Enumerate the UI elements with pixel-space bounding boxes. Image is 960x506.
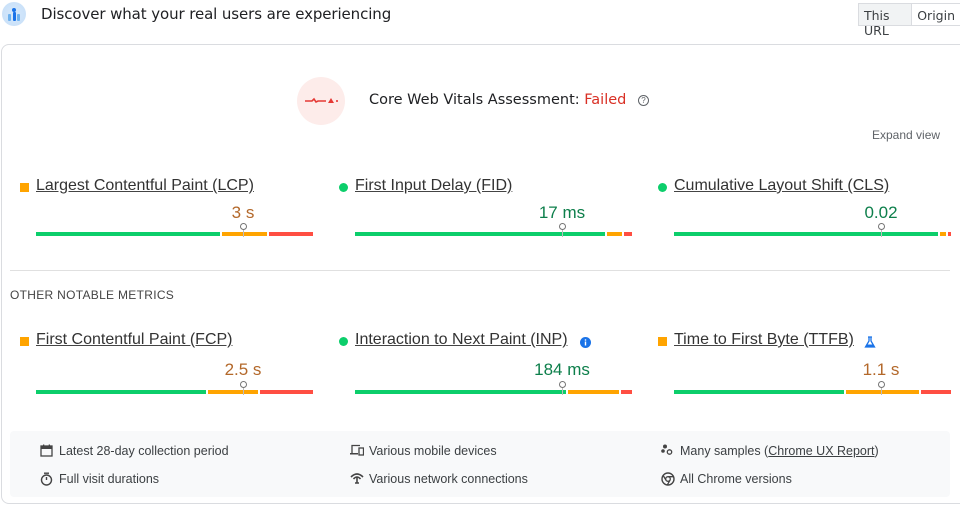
p75-marker-line bbox=[243, 387, 244, 395]
metric-value: 17 ms bbox=[538, 203, 586, 222]
assessment-status: Failed bbox=[584, 92, 627, 108]
samples-icon bbox=[661, 444, 675, 458]
good-circle-icon bbox=[658, 183, 667, 192]
failed-assessment-icon bbox=[297, 77, 345, 125]
other-metrics-heading: OTHER NOTABLE METRICS bbox=[10, 288, 175, 302]
devices-icon bbox=[350, 444, 365, 458]
crux-logo-icon bbox=[2, 2, 26, 26]
metric-lcp: Largest Contentful Paint (LCP) 3 s bbox=[20, 177, 313, 250]
segment-needs-improvement bbox=[207, 390, 259, 394]
p75-marker-line bbox=[243, 229, 244, 237]
collection-info: Latest 28-day collection period Full vis… bbox=[10, 431, 950, 497]
segment-good bbox=[674, 232, 938, 236]
metric-ttfb: Time to First Byte (TTFB) 1.1 s bbox=[658, 331, 951, 404]
distribution-bar bbox=[36, 223, 313, 237]
chrome-icon bbox=[661, 472, 675, 486]
tab-this-url[interactable]: This URL bbox=[859, 4, 913, 38]
p75-marker-icon bbox=[559, 223, 566, 230]
metric-value: 1.1 s bbox=[862, 360, 900, 379]
metric-name-link[interactable]: Time to First Byte (TTFB) bbox=[674, 331, 854, 348]
segment-good bbox=[355, 232, 606, 236]
needs-improvement-square-icon bbox=[658, 337, 667, 346]
metric-name-link[interactable]: Largest Contentful Paint (LCP) bbox=[36, 177, 254, 194]
segment-poor bbox=[920, 390, 951, 394]
needs-improvement-square-icon bbox=[20, 337, 29, 346]
network-icon bbox=[350, 472, 364, 486]
good-circle-icon bbox=[339, 337, 348, 346]
timer-icon bbox=[40, 472, 54, 486]
expand-view-link[interactable]: Expand view bbox=[872, 128, 941, 142]
metric-value: 184 ms bbox=[534, 360, 590, 379]
p75-marker-icon bbox=[878, 381, 885, 388]
segment-poor bbox=[268, 232, 313, 236]
segment-good bbox=[36, 232, 220, 236]
segment-needs-improvement bbox=[607, 232, 622, 236]
metric-name-link[interactable]: First Input Delay (FID) bbox=[355, 177, 513, 194]
metric-name-link[interactable]: Cumulative Layout Shift (CLS) bbox=[674, 177, 890, 194]
tab-origin[interactable]: Origin bbox=[917, 8, 955, 23]
metric-value: 3 s bbox=[231, 203, 255, 222]
segment-poor bbox=[948, 232, 951, 236]
segment-good bbox=[355, 390, 567, 394]
chrome-ux-report-link[interactable]: Chrome UX Report bbox=[768, 444, 875, 458]
p75-marker-line bbox=[881, 229, 882, 237]
segment-good bbox=[36, 390, 206, 394]
segment-poor bbox=[260, 390, 313, 394]
segment-good bbox=[674, 390, 844, 394]
info-chrome-versions: All Chrome versions bbox=[661, 472, 792, 486]
p75-marker-icon bbox=[559, 381, 566, 388]
info-icon[interactable] bbox=[580, 335, 591, 353]
info-mobile-devices: Various mobile devices bbox=[350, 444, 497, 458]
p75-marker-icon bbox=[878, 223, 885, 230]
segment-needs-improvement bbox=[568, 390, 619, 394]
info-visit-durations: Full visit durations bbox=[40, 472, 159, 486]
p75-marker-line bbox=[562, 229, 563, 237]
assessment-label: Core Web Vitals Assessment: bbox=[369, 92, 580, 108]
segment-poor bbox=[620, 390, 632, 394]
distribution-bar bbox=[674, 223, 951, 237]
metric-name-link[interactable]: First Contentful Paint (FCP) bbox=[36, 331, 233, 348]
info-network-connections: Various network connections bbox=[350, 472, 528, 486]
page-title: Discover what your real users are experi… bbox=[41, 5, 392, 23]
divider bbox=[10, 270, 950, 271]
metric-fid: First Input Delay (FID) 17 ms bbox=[339, 177, 632, 250]
segment-needs-improvement bbox=[221, 232, 267, 236]
distribution-bar bbox=[36, 381, 313, 395]
segment-needs-improvement bbox=[939, 232, 947, 236]
segment-poor bbox=[623, 232, 632, 236]
p75-marker-line bbox=[562, 387, 563, 395]
metric-value: 2.5 s bbox=[224, 360, 262, 379]
metric-inp: Interaction to Next Paint (INP) 184 ms bbox=[339, 331, 632, 404]
info-collection-period: Latest 28-day collection period bbox=[40, 444, 229, 458]
metric-fcp: First Contentful Paint (FCP) 2.5 s bbox=[20, 331, 313, 404]
header: Discover what your real users are experi… bbox=[0, 0, 960, 38]
distribution-bar bbox=[674, 381, 951, 395]
experimental-flask-icon[interactable] bbox=[864, 335, 876, 353]
p75-marker-line bbox=[881, 387, 882, 395]
metric-name-link[interactable]: Interaction to Next Paint (INP) bbox=[355, 331, 568, 348]
p75-marker-icon bbox=[240, 223, 247, 230]
good-circle-icon bbox=[339, 183, 348, 192]
distribution-bar bbox=[355, 381, 632, 395]
url-origin-toggle: This URL Origin bbox=[858, 3, 960, 38]
help-circle-icon[interactable]: ? bbox=[637, 95, 649, 106]
info-many-samples: Many samples (Chrome UX Report) bbox=[661, 444, 879, 458]
p75-marker-icon bbox=[240, 381, 247, 388]
metric-cls: Cumulative Layout Shift (CLS) 0.02 bbox=[658, 177, 951, 250]
field-data-card bbox=[1, 44, 960, 504]
calendar-icon bbox=[40, 444, 54, 458]
segment-needs-improvement bbox=[845, 390, 919, 394]
metric-value: 0.02 bbox=[864, 203, 898, 222]
distribution-bar bbox=[355, 223, 632, 237]
needs-improvement-square-icon bbox=[20, 183, 29, 192]
